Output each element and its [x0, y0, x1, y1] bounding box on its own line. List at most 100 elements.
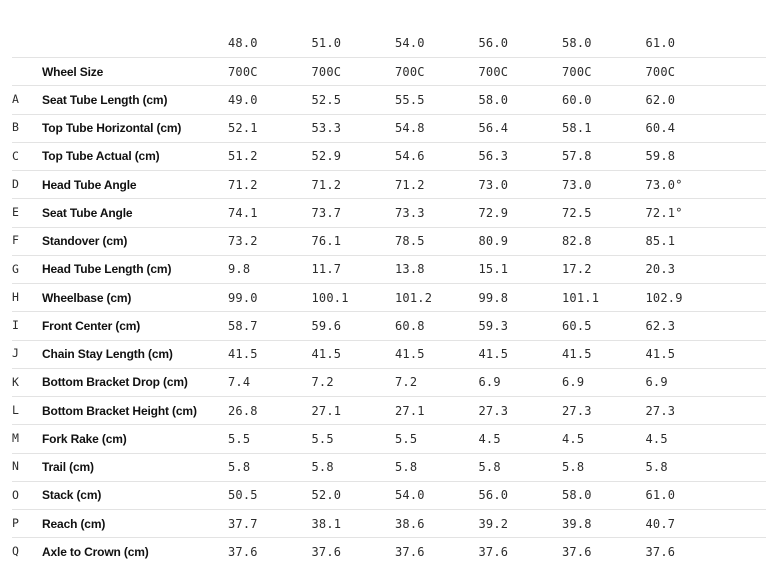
row-value: 82.8 — [562, 234, 592, 249]
row-value: 39.8 — [562, 516, 592, 531]
table-row: M Fork Rake (cm) 5.5 5.5 5.5 4.5 4.5 4.5 — [12, 424, 766, 452]
row-value: 38.6 — [395, 516, 425, 531]
row-letter: G — [12, 261, 19, 276]
row-value: 13.8 — [395, 262, 425, 277]
row-value: 7.2 — [395, 375, 418, 390]
row-letter: Q — [12, 544, 19, 559]
row-value: 51.2 — [228, 149, 258, 164]
row-value: 101.2 — [395, 290, 433, 305]
row-value: 5.8 — [228, 460, 251, 475]
row-value: 37.6 — [395, 544, 425, 559]
row-value: 4.5 — [645, 431, 668, 446]
row-letter: K — [12, 374, 19, 389]
row-value: 59.3 — [478, 318, 509, 333]
row-value: 4.5 — [562, 431, 585, 446]
row-value: 700C — [395, 64, 425, 79]
row-value: 41.5 — [645, 347, 676, 362]
table-row: Q Axle to Crown (cm) 37.6 37.6 37.6 37.6 37.6 3… — [12, 537, 766, 565]
row-label: Seat Tube Length (cm) — [42, 92, 168, 107]
table-body: Wheel Size 700C 700C 700C 700C 700C 700C A Seat … — [0, 57, 771, 566]
row-value: 41.5 — [311, 347, 342, 362]
row-value: 99.0 — [228, 290, 258, 305]
row-value: 41.5 — [478, 347, 509, 362]
geometry-table: 48.0 51.0 54.0 56.0 58.0 61.0 Wheel Size… — [0, 36, 771, 566]
row-value: 72.9 — [478, 205, 509, 220]
row-value: 27.1 — [395, 403, 425, 418]
row-value: 76.1 — [311, 234, 342, 249]
row-label: Chain Stay Length (cm) — [42, 347, 173, 362]
row-label: Wheel Size — [42, 64, 104, 79]
row-value: 55.5 — [395, 92, 425, 107]
size-column-header: 48.0 — [228, 36, 258, 50]
row-value: 27.1 — [311, 403, 342, 418]
row-value: 11.7 — [311, 262, 342, 277]
row-value: 85.1 — [645, 234, 676, 249]
size-column-header: 54.0 — [395, 36, 425, 50]
row-value: 4.5 — [478, 431, 501, 446]
row-value: 52.9 — [311, 149, 342, 164]
row-letter: H — [12, 289, 19, 304]
size-column-header: 56.0 — [478, 36, 509, 50]
row-label: Stack (cm) — [42, 488, 102, 503]
row-label: Top Tube Horizontal (cm) — [42, 121, 182, 136]
row-label: Standover (cm) — [42, 234, 128, 249]
row-value: 700C — [645, 64, 676, 79]
row-value: 37.7 — [228, 516, 258, 531]
row-value: 60.0 — [562, 92, 592, 107]
row-letter: N — [12, 459, 19, 474]
row-value: 61.0 — [645, 488, 676, 503]
row-value: 54.0 — [395, 488, 425, 503]
row-letter: L — [12, 402, 19, 417]
table-row: B Top Tube Horizontal (cm) 52.1 53.3 54.8 56.… — [12, 113, 766, 142]
size-column-header: 61.0 — [645, 36, 676, 50]
row-value: 15.1 — [478, 262, 509, 277]
row-letter: I — [12, 318, 19, 333]
row-letter: E — [12, 205, 19, 220]
row-value: 72.1° — [645, 205, 683, 220]
row-letter: O — [12, 487, 19, 502]
row-value: 49.0 — [228, 92, 258, 107]
row-value: 37.6 — [645, 544, 676, 559]
row-value: 102.9 — [645, 290, 683, 305]
row-value: 700C — [478, 64, 509, 79]
table-row: Wheel Size 700C 700C 700C 700C 700C 700C — [12, 57, 766, 85]
row-letter: J — [12, 346, 19, 361]
row-value: 58.0 — [478, 92, 509, 107]
row-value: 41.5 — [562, 347, 592, 362]
row-label: Fork Rake (cm) — [42, 431, 127, 446]
row-value: 5.5 — [311, 431, 334, 446]
row-value: 60.4 — [645, 121, 676, 136]
row-value: 59.6 — [311, 318, 342, 333]
row-value: 5.5 — [228, 431, 251, 446]
table-row: P Reach (cm) 37.7 38.1 38.6 39.2 39.8 40.7 — [12, 509, 766, 537]
table-row: H Wheelbase (cm) 99.0 100.1 101.2 99.8 101.1 10… — [12, 283, 766, 311]
row-letter: M — [12, 431, 19, 446]
row-value: 37.6 — [311, 544, 342, 559]
table-row: D Head Tube Angle 71.2 71.2 71.2 73.0 73.0 73.0… — [12, 170, 766, 198]
row-value: 27.3 — [478, 403, 509, 418]
table-row: G Head Tube Length (cm) 9.8 11.7 13.8 15.1 17.… — [12, 254, 766, 283]
row-value: 50.5 — [228, 488, 258, 503]
row-value: 58.7 — [228, 318, 258, 333]
row-label: Trail (cm) — [42, 460, 94, 475]
row-value: 26.8 — [228, 403, 258, 418]
row-value: 37.6 — [228, 544, 258, 559]
table-row: F Standover (cm) 73.2 76.1 78.5 80.9 82.8 85.1 — [12, 226, 766, 255]
row-value: 6.9 — [645, 375, 668, 390]
table-row: L Bottom Bracket Height (cm) 26.8 27.1 27.1 2… — [12, 396, 766, 424]
row-value: 73.2 — [228, 234, 258, 249]
row-value: 5.5 — [395, 431, 418, 446]
row-letter: C — [12, 148, 19, 163]
row-value: 52.5 — [311, 92, 342, 107]
row-value: 58.1 — [562, 121, 592, 136]
row-value: 5.8 — [395, 460, 418, 475]
row-value: 73.3 — [395, 205, 425, 220]
row-value: 17.2 — [562, 262, 592, 277]
row-value: 38.1 — [311, 516, 342, 531]
row-value: 58.0 — [562, 488, 592, 503]
row-value: 73.7 — [311, 205, 342, 220]
row-value: 54.6 — [395, 149, 425, 164]
row-value: 73.0° — [645, 177, 683, 192]
table-row: N Trail (cm) 5.8 5.8 5.8 5.8 5.8 5.8 — [12, 452, 766, 481]
row-label: Top Tube Actual (cm) — [42, 149, 160, 164]
